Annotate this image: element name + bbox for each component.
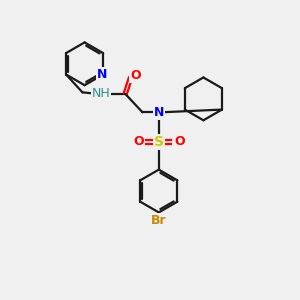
- Text: N: N: [154, 106, 164, 119]
- Text: N: N: [97, 68, 107, 81]
- Text: O: O: [130, 70, 141, 83]
- Text: O: O: [133, 136, 144, 148]
- Text: S: S: [154, 135, 164, 149]
- Text: NH: NH: [92, 87, 110, 100]
- Text: O: O: [174, 136, 184, 148]
- Text: Br: Br: [151, 214, 167, 227]
